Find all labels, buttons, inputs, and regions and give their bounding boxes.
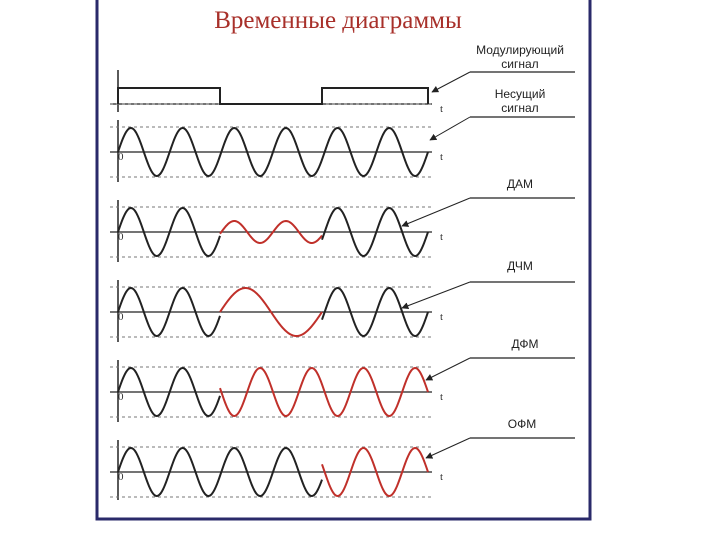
origin-label: 0 [118, 311, 124, 323]
time-label: t [440, 471, 443, 483]
pointer-arrow [425, 437, 471, 459]
pointer-arrow [431, 71, 471, 93]
pointer-arrow [425, 357, 471, 381]
waveform [219, 366, 429, 418]
waveform [117, 126, 429, 178]
waveform [117, 206, 221, 258]
title: Временные диаграммы [214, 7, 462, 34]
row-label: ОФМ [508, 417, 536, 431]
waveform [219, 287, 323, 337]
time-label: t [440, 391, 443, 403]
panel [95, 0, 592, 521]
time-label: t [440, 151, 443, 163]
row-label: ДФМ [512, 337, 539, 351]
time-label: t [440, 311, 443, 323]
origin-label: 0 [118, 151, 124, 163]
waveform [321, 206, 429, 258]
time-label: t [440, 103, 443, 115]
row-label: Несущий [495, 87, 546, 101]
origin-label: 0 [118, 391, 124, 403]
row-label: Модулирующий [476, 43, 564, 57]
row-label: ДАМ [507, 177, 533, 191]
waveform [219, 219, 323, 245]
waveform [117, 366, 221, 418]
waveform [117, 446, 323, 498]
waveform [321, 286, 429, 338]
row-label: сигнал [501, 57, 538, 71]
waveform [117, 286, 221, 338]
row-label: ДЧМ [507, 259, 533, 273]
time-label: t [440, 231, 443, 243]
waveform [321, 446, 429, 498]
origin-label: 0 [118, 471, 124, 483]
pointer-arrow [429, 116, 471, 141]
row-label: сигнал [501, 101, 538, 115]
pointer-arrow [401, 281, 471, 310]
pointer-arrow [401, 197, 471, 227]
square-wave [117, 87, 429, 105]
origin-label: 0 [118, 231, 124, 243]
